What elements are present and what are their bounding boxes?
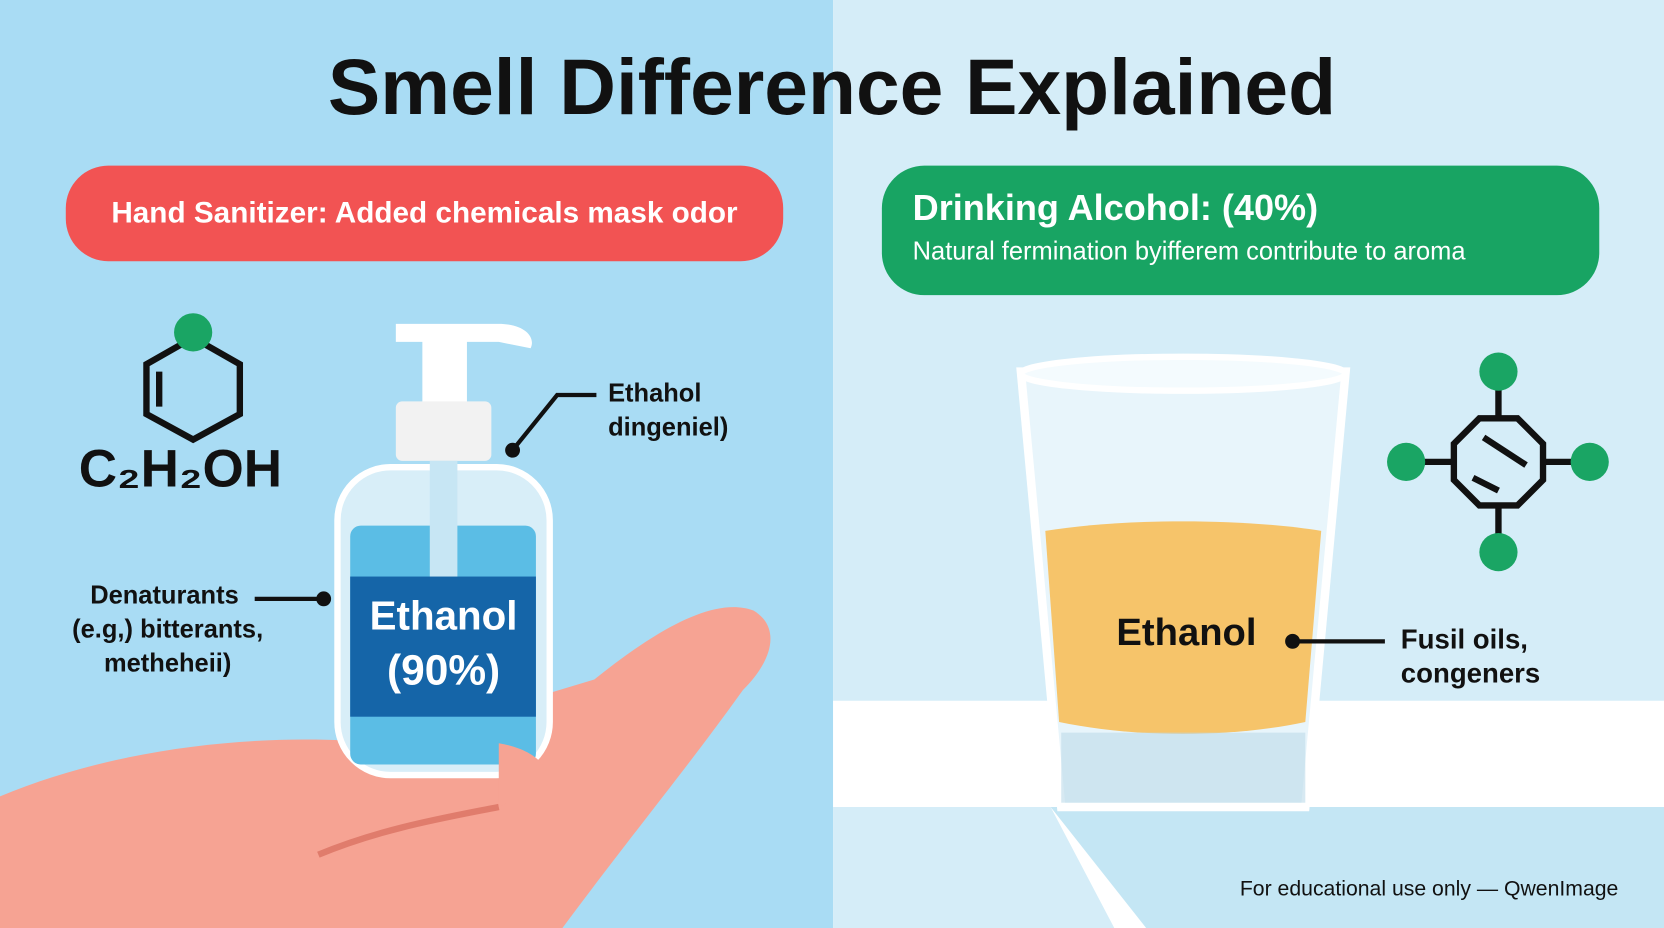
leader-dot	[505, 442, 520, 458]
bottle-label-line: (90%)	[387, 646, 500, 693]
right-banner	[881, 165, 1600, 296]
leader-dot	[1285, 633, 1300, 649]
formula: C₂H₂OH	[79, 440, 282, 499]
pump-label: dingeniel)	[608, 414, 728, 442]
bottle-label	[350, 576, 536, 717]
molecule-atom	[1570, 442, 1609, 481]
denaturants-label: metheheii)	[104, 649, 231, 677]
right-banner-subtitle: Natural fermination byifferem contribute…	[913, 237, 1467, 265]
table-shadow	[1050, 806, 1664, 928]
molecule-atom	[1387, 442, 1426, 481]
leader-line	[510, 392, 597, 452]
glass-label: Ethanol	[1116, 611, 1256, 654]
side-label: Fusil oils,	[1401, 624, 1528, 655]
molecule-atom	[174, 313, 213, 352]
denaturants-label: Denaturants	[90, 581, 239, 609]
molecule-atom	[1479, 533, 1518, 572]
dip-tube	[429, 460, 458, 578]
glass-rim	[1017, 353, 1349, 394]
right-banner-title: Drinking Alcohol: (40%)	[913, 187, 1318, 228]
denaturants-label: (e.g,) bitterants,	[72, 615, 263, 643]
left-banner	[65, 165, 784, 262]
pump-head	[395, 323, 532, 404]
molecule-icon	[1406, 371, 1590, 553]
title: Smell Difference Explained	[328, 43, 1336, 131]
leader-dot	[316, 591, 332, 607]
side-label: congeners	[1401, 658, 1540, 689]
glass-base	[1061, 732, 1306, 803]
thumb	[498, 743, 548, 807]
left-banner-text: Hand Sanitizer: Added chemicals mask odo…	[111, 196, 738, 229]
pump-label: Ethahol	[608, 380, 701, 408]
footer: For educational use only — QwenImage	[1240, 877, 1619, 900]
molecule-icon	[143, 333, 244, 444]
molecule-atom	[1479, 352, 1518, 391]
bottle-label-line: Ethanol	[370, 593, 518, 639]
glass-liquid	[1045, 521, 1322, 734]
pump-collar	[395, 401, 492, 461]
hand-crease	[317, 803, 500, 858]
